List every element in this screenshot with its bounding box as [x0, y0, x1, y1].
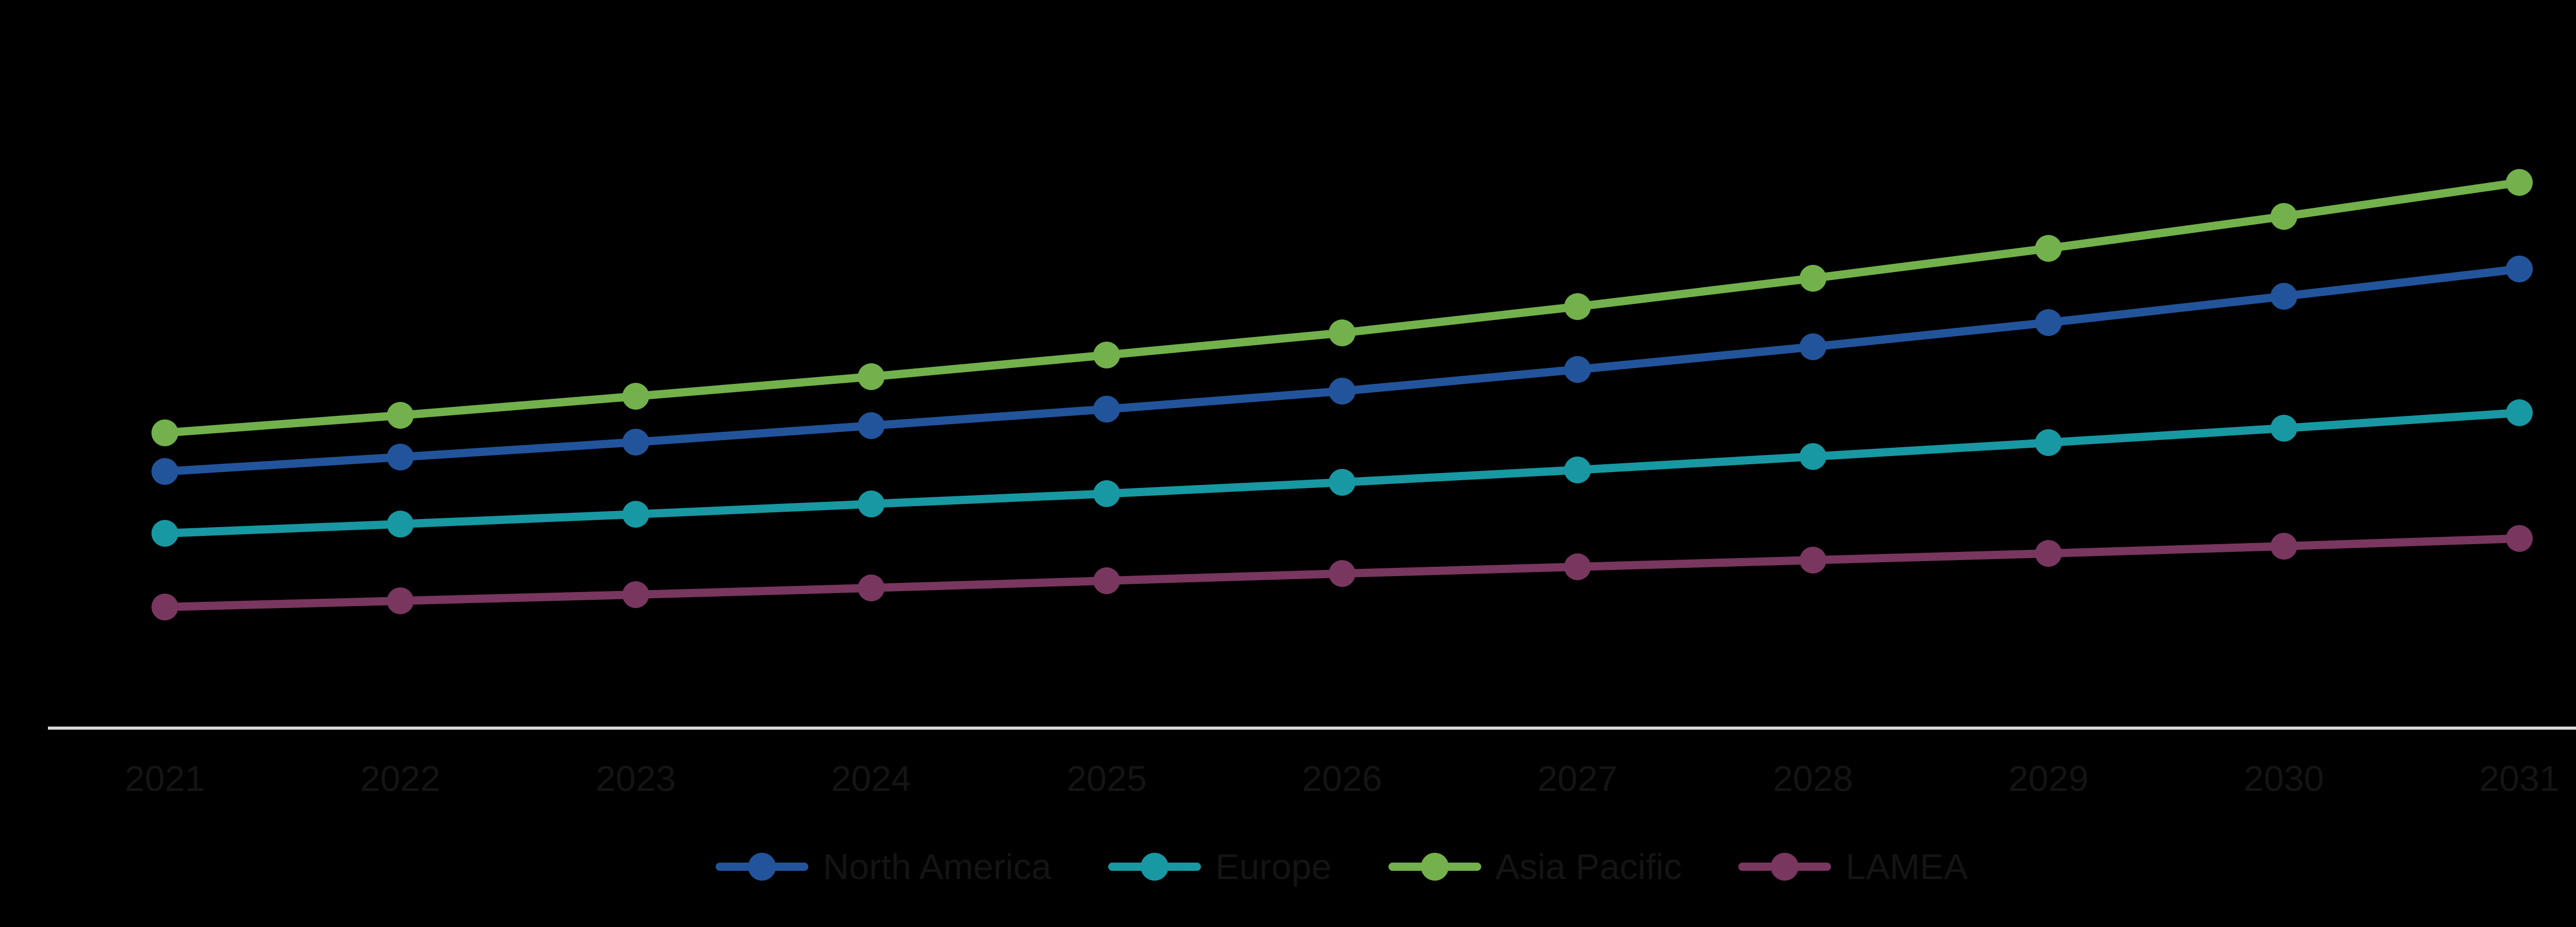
series-line — [161, 265, 2523, 476]
legend-item-asia-pacific[interactable]: Asia Pacific — [1388, 846, 1682, 887]
data-point — [387, 444, 414, 470]
data-point — [2270, 415, 2297, 442]
data-point — [1564, 553, 1591, 580]
data-point — [2035, 235, 2062, 262]
data-point — [858, 412, 885, 439]
data-point — [1800, 443, 1826, 470]
data-point — [622, 429, 649, 456]
x-axis-tick-label: 2028 — [1773, 759, 1853, 799]
data-point — [387, 587, 414, 614]
data-point — [622, 383, 649, 410]
data-point — [2506, 399, 2533, 426]
data-point — [1329, 378, 1355, 404]
data-point — [2270, 283, 2297, 310]
data-point — [1564, 293, 1591, 320]
data-point — [151, 419, 178, 446]
x-axis-tick-label: 2023 — [596, 759, 676, 799]
data-point — [622, 501, 649, 528]
data-point — [2270, 533, 2297, 560]
data-point — [1800, 265, 1826, 292]
data-point — [151, 458, 178, 485]
data-point — [387, 511, 414, 537]
legend-marker-icon — [716, 853, 809, 881]
data-point — [858, 575, 885, 601]
series-north-america — [151, 256, 2533, 485]
data-point — [1800, 547, 1826, 574]
data-point — [858, 491, 885, 517]
legend-label: Asia Pacific — [1495, 847, 1682, 887]
data-point — [2035, 540, 2062, 567]
x-axis-tick-label: 2025 — [1066, 759, 1147, 799]
data-point — [2270, 203, 2297, 230]
data-point — [2035, 429, 2062, 456]
data-point — [1329, 319, 1355, 346]
legend-item-lamea[interactable]: LAMEA — [1738, 846, 1968, 887]
x-axis-tick-label: 2030 — [2244, 759, 2324, 799]
data-point — [1564, 356, 1591, 383]
data-point — [2035, 309, 2062, 336]
x-axis-tick-label: 2021 — [125, 759, 205, 799]
data-point — [1093, 567, 1120, 594]
legend-marker-icon — [1108, 853, 1201, 881]
legend-label: Europe — [1215, 847, 1332, 887]
legend-item-europe[interactable]: Europe — [1108, 846, 1332, 887]
legend-item-north-america[interactable]: North America — [716, 846, 1052, 887]
data-point — [1564, 457, 1591, 483]
legend-marker-icon — [1388, 853, 1481, 881]
series-asia-pacific — [151, 169, 2533, 446]
data-point — [151, 520, 178, 547]
data-point — [2506, 169, 2533, 196]
chart-legend: North America Europe Asia Pacific LAMEA — [0, 831, 2576, 903]
data-point — [1093, 480, 1120, 507]
data-point — [622, 581, 649, 608]
x-axis-labels: 2021 2022 2023 2024 2025 2026 2027 2028 2029 2030… — [125, 759, 2560, 799]
data-point — [151, 594, 178, 620]
data-point — [1329, 469, 1355, 496]
x-axis-tick-label: 2031 — [2479, 759, 2560, 799]
legend-marker-icon — [1738, 853, 1832, 881]
data-point — [858, 363, 885, 390]
x-axis-tick-label: 2024 — [831, 759, 911, 799]
data-point — [2506, 525, 2533, 552]
x-axis-tick-label: 2029 — [2008, 759, 2089, 799]
data-point — [1093, 396, 1120, 423]
legend-label: North America — [823, 847, 1052, 887]
data-point — [2506, 256, 2533, 282]
series-layer — [151, 169, 2533, 620]
series-lamea — [151, 525, 2533, 620]
x-axis-tick-label: 2022 — [360, 759, 440, 799]
x-axis-tick-label: 2027 — [1537, 759, 1618, 799]
data-point — [1800, 333, 1826, 360]
legend-label: LAMEA — [1845, 847, 1968, 887]
series-europe — [151, 399, 2533, 547]
data-point — [1329, 560, 1355, 587]
data-point — [1093, 342, 1120, 368]
data-point — [387, 402, 414, 429]
x-axis-tick-label: 2026 — [1302, 759, 1382, 799]
